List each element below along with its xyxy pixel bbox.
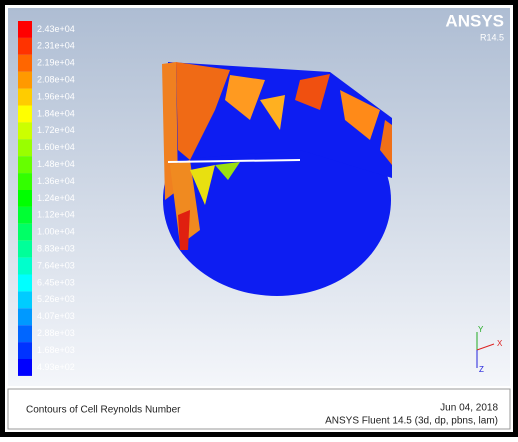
legend-label: 1.68e+03	[37, 345, 75, 355]
legend-label: 2.19e+04	[37, 58, 75, 68]
legend-label: 1.12e+04	[37, 210, 75, 220]
legend-swatch	[18, 308, 32, 325]
legend-label: 4.93e+02	[37, 362, 75, 372]
legend-swatch	[18, 156, 32, 173]
legend-swatch	[18, 241, 32, 258]
model	[162, 62, 392, 296]
legend-swatch	[18, 258, 32, 275]
legend-label: 1.96e+04	[37, 91, 75, 101]
legend-label: 6.45e+03	[37, 277, 75, 287]
legend-label: 1.48e+04	[37, 159, 75, 169]
legend-swatch	[18, 122, 32, 139]
legend-label: 7.64e+03	[37, 260, 75, 270]
legend-label: 1.60e+04	[37, 142, 75, 152]
legend-swatch	[18, 106, 32, 123]
legend-swatch	[18, 224, 32, 241]
legend-swatch	[18, 89, 32, 106]
axis-z-label: Z	[479, 365, 484, 374]
legend-swatch	[18, 190, 32, 207]
logo-title: ANSYS	[445, 11, 504, 30]
legend-swatch	[18, 72, 32, 89]
legend-label: 4.07e+03	[37, 311, 75, 321]
legend-label: 1.72e+04	[37, 125, 75, 135]
legend-label: 1.24e+04	[37, 193, 75, 203]
legend-swatch	[18, 55, 32, 72]
legend-swatch	[18, 207, 32, 224]
legend-swatch	[18, 38, 32, 55]
legend-label: 5.26e+03	[37, 294, 75, 304]
legend-label: 2.43e+04	[37, 24, 75, 34]
legend-swatch	[18, 173, 32, 190]
legend-label: 2.31e+04	[37, 41, 75, 51]
legend-swatch	[18, 275, 32, 292]
caption: Contours of Cell Reynolds Number	[26, 405, 181, 416]
legend-label: 2.88e+03	[37, 328, 75, 338]
legend-swatch	[18, 359, 32, 376]
legend-swatch	[18, 291, 32, 308]
axis-x-label: X	[497, 339, 503, 348]
logo-version: R14.5	[480, 32, 504, 42]
legend-swatch	[18, 342, 32, 359]
legend-label: 8.83e+03	[37, 244, 75, 254]
fluent-window: 2.43e+04 2.31e+04 2.19e+04 2.08e+04 1.96e+04…	[0, 0, 518, 437]
legend-label: 1.36e+04	[37, 176, 75, 186]
date: Jun 04, 2018	[440, 403, 498, 414]
legend-swatch	[18, 325, 32, 342]
legend-swatch	[18, 139, 32, 156]
legend-swatch	[18, 21, 32, 38]
legend-label: 2.08e+04	[37, 75, 75, 85]
legend-label: 1.84e+04	[37, 108, 75, 118]
product: ANSYS Fluent 14.5 (3d, dp, pbns, lam)	[325, 416, 498, 427]
axis-y-label: Y	[478, 325, 484, 334]
legend-label: 1.00e+04	[37, 227, 75, 237]
